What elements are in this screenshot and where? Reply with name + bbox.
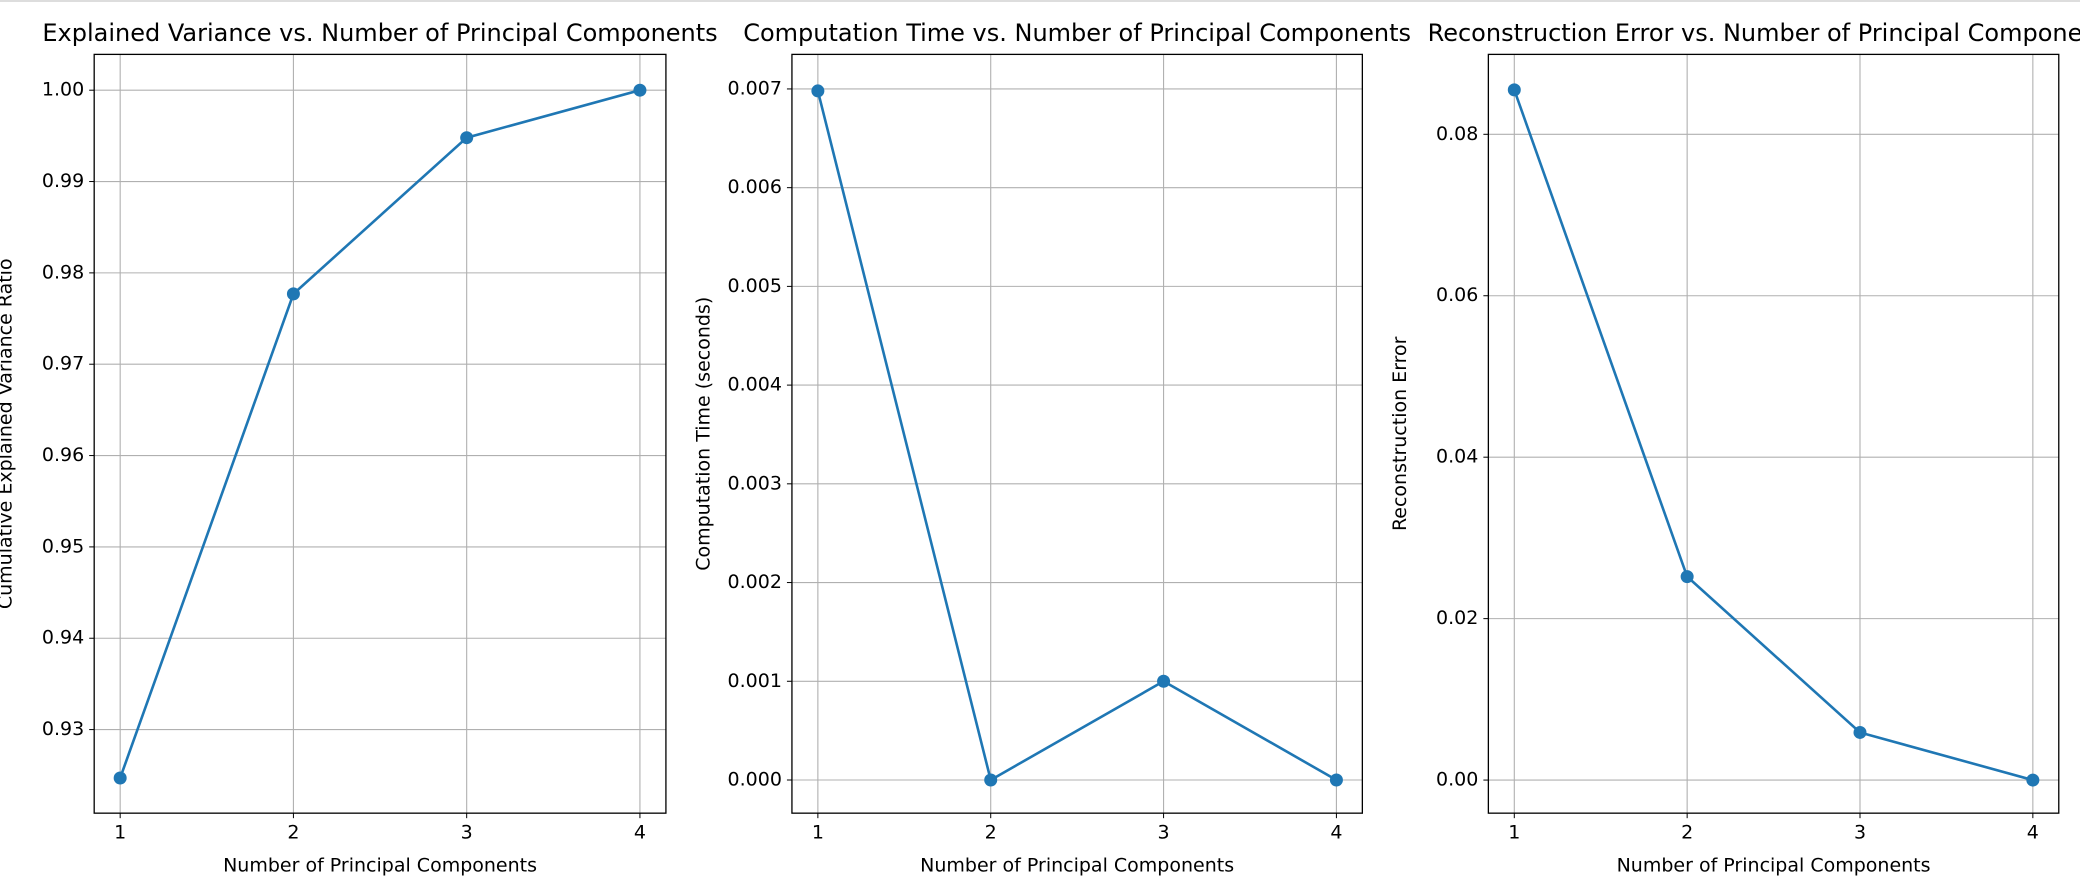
- x-tick-label: 2: [287, 822, 299, 844]
- marker: [984, 773, 998, 787]
- y-tick-label: 0.97: [42, 353, 84, 375]
- marker: [286, 287, 300, 301]
- x-tick-label: 4: [2027, 822, 2039, 844]
- line-series: [1513, 89, 2034, 782]
- y-tick-label: 0.04: [1436, 446, 1478, 468]
- y-tick-label: 0.08: [1436, 123, 1478, 145]
- axes-frame: [93, 53, 667, 814]
- marker: [811, 84, 825, 98]
- marker: [1507, 83, 1521, 97]
- y-tick-label: 0.002: [728, 571, 782, 593]
- y-tick-label: 0.006: [728, 176, 782, 198]
- y-tick-label: 0.96: [42, 444, 84, 466]
- chart-title: Computation Time vs. Number of Principal…: [743, 19, 1411, 47]
- line-series: [118, 88, 641, 779]
- line-series: [816, 90, 1338, 782]
- y-tick-label: 0.99: [42, 170, 84, 192]
- y-tick-label: 0.007: [728, 77, 782, 99]
- marker: [113, 771, 127, 785]
- y-tick-label: 0.02: [1436, 607, 1478, 629]
- chart-title: Reconstruction Error vs. Number of Princ…: [1428, 19, 2080, 47]
- y-tick-label: 0.95: [42, 535, 84, 557]
- y-tick-label: 0.93: [42, 718, 84, 740]
- x-tick-label: 2: [1681, 822, 1693, 844]
- x-tick-label: 4: [1330, 822, 1342, 844]
- y-tick-label: 0.98: [42, 261, 84, 283]
- marker: [1680, 570, 1694, 584]
- y-tick-label: 0.001: [728, 670, 782, 692]
- y-tick-label: 1.00: [42, 79, 84, 101]
- y-axis-label: Cumulative Explained Variance Ratio: [0, 258, 17, 609]
- marker: [633, 83, 647, 97]
- y-tick-label: 0.004: [728, 374, 782, 396]
- x-tick-label: 1: [114, 822, 126, 844]
- x-tick-label: 1: [1508, 822, 1520, 844]
- y-tick-label: 0.000: [728, 768, 782, 790]
- y-tick-label: 0.003: [728, 472, 782, 494]
- axes-frame: [1487, 53, 2060, 814]
- marker: [1329, 773, 1343, 787]
- marker: [1853, 725, 1867, 739]
- y-tick-label: 0.005: [728, 275, 782, 297]
- marker: [2026, 773, 2040, 787]
- x-axis-label: Number of Principal Components: [223, 855, 537, 877]
- marker: [1157, 674, 1171, 688]
- y-tick-label: 0.00: [1436, 769, 1478, 791]
- x-axis-label: Number of Principal Components: [1617, 855, 1931, 877]
- x-tick-label: 3: [1158, 822, 1170, 844]
- x-tick-label: 3: [1854, 822, 1866, 844]
- x-tick-label: 2: [985, 822, 997, 844]
- chart-title: Explained Variance vs. Number of Princip…: [42, 19, 717, 47]
- x-axis-label: Number of Principal Components: [920, 855, 1234, 877]
- y-axis-label: Computation Time (seconds): [692, 297, 714, 571]
- y-tick-label: 0.06: [1436, 284, 1478, 306]
- x-tick-label: 4: [634, 822, 646, 844]
- y-tick-label: 0.94: [42, 627, 84, 649]
- x-tick-label: 3: [461, 822, 473, 844]
- axes-frame: [791, 53, 1363, 814]
- x-tick-label: 1: [812, 822, 824, 844]
- marker: [460, 131, 474, 145]
- y-axis-label: Reconstruction Error: [1389, 336, 1411, 531]
